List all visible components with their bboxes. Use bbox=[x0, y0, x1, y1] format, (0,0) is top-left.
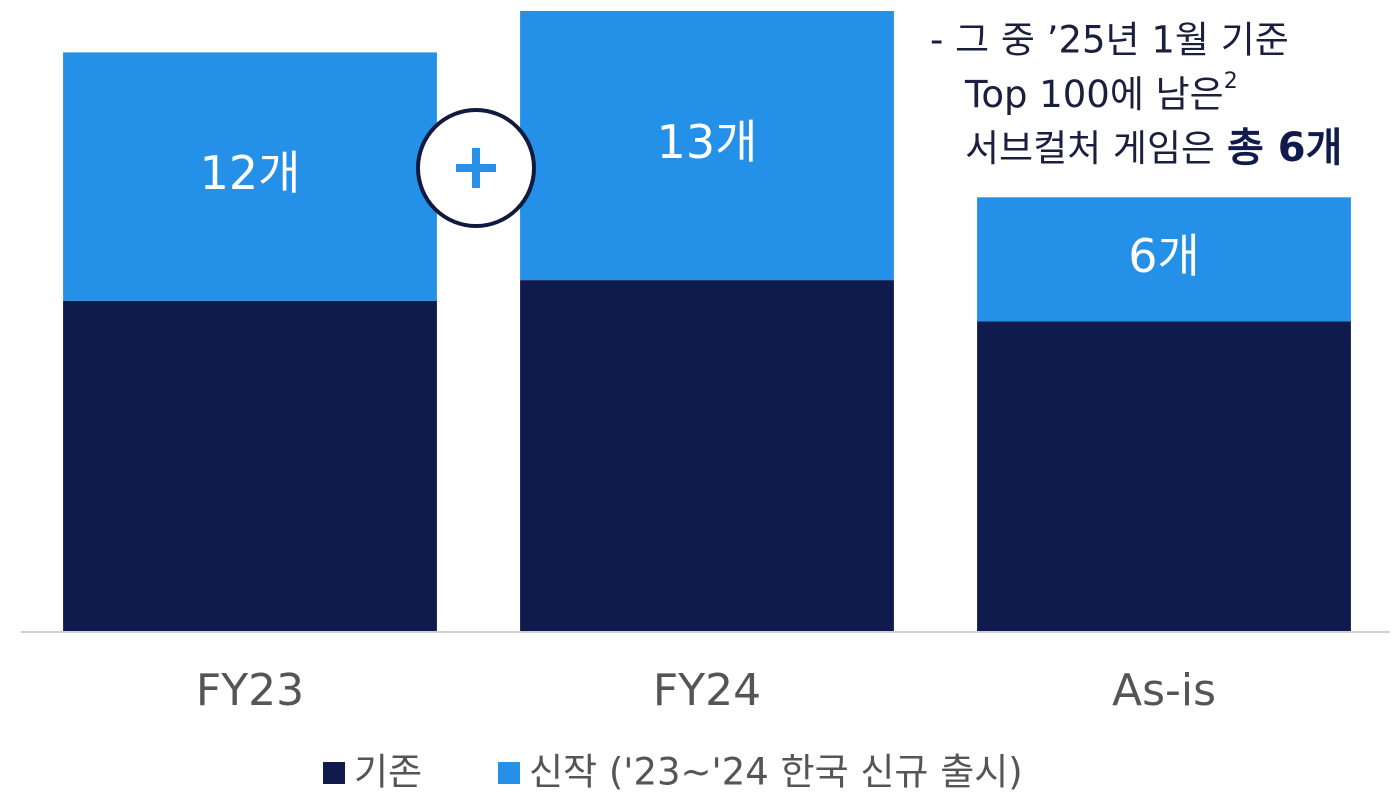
bar-segment bbox=[977, 197, 1351, 322]
value-label: 12개 bbox=[200, 146, 301, 200]
plus-icon bbox=[416, 108, 536, 228]
bar-segment bbox=[63, 52, 437, 301]
value-label: 13개 bbox=[657, 115, 758, 169]
legend-label: 기존 bbox=[354, 751, 422, 794]
legend-label: 신작 ('23~'24 한국 신규 출시) bbox=[529, 751, 1023, 794]
annotation-highlight: 총 6개 bbox=[1227, 125, 1342, 171]
annotation-line: - 그 중 ’25년 1월 기준 bbox=[930, 19, 1289, 62]
plot-area bbox=[63, 11, 1351, 632]
value-label: 6개 bbox=[1128, 229, 1200, 283]
annotation-text: 서브컬처 게임은 bbox=[965, 127, 1215, 170]
bar-segment bbox=[520, 11, 894, 281]
annotation-text: Top 100에 남은 bbox=[964, 73, 1224, 116]
x-tick-label: As-is bbox=[1112, 665, 1216, 716]
legend-swatch bbox=[323, 762, 345, 784]
bar-segment bbox=[977, 321, 1351, 632]
x-tick-label: FY23 bbox=[196, 665, 304, 716]
bar-segment bbox=[520, 280, 894, 632]
footnote-mark: 2 bbox=[1224, 69, 1238, 94]
annotation-line: 서브컬처 게임은 총 6개 bbox=[965, 125, 1342, 171]
x-tick-label: FY24 bbox=[653, 665, 761, 716]
bar-segment bbox=[63, 300, 437, 632]
legend-swatch bbox=[498, 762, 520, 784]
annotation-line: Top 100에 남은2 bbox=[964, 69, 1238, 116]
